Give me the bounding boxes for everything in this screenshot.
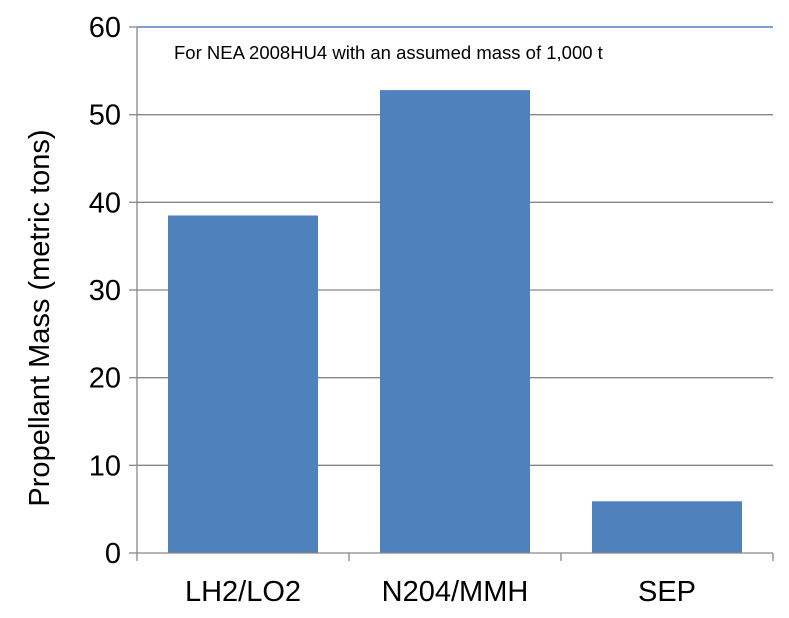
y-tick-label: 40	[89, 187, 121, 219]
bar-1	[380, 90, 530, 554]
bars	[168, 90, 742, 554]
y-tick-label: 0	[105, 538, 121, 570]
x-tick-label: LH2/LO2	[185, 576, 301, 608]
x-tick-label: SEP	[638, 576, 696, 608]
y-tick-label: 60	[89, 12, 121, 44]
y-tick-labels: 0 10 20 30 40 50 60	[89, 12, 121, 570]
y-tick-label: 10	[89, 450, 121, 482]
x-tick-labels: LH2/LO2 N204/MMH SEP	[185, 576, 696, 608]
x-tick-label: N204/MMH	[382, 576, 529, 608]
y-tick-label: 30	[89, 275, 121, 307]
bar-2	[592, 501, 742, 553]
axes	[129, 26, 774, 561]
chart-annotation: For NEA 2008HU4 with an assumed mass of …	[174, 42, 603, 63]
bar-0	[168, 215, 318, 553]
y-tick-label: 50	[89, 100, 121, 132]
y-tick-label: 20	[89, 363, 121, 395]
y-axis-title: Propellant Mass (metric tons)	[24, 129, 56, 506]
